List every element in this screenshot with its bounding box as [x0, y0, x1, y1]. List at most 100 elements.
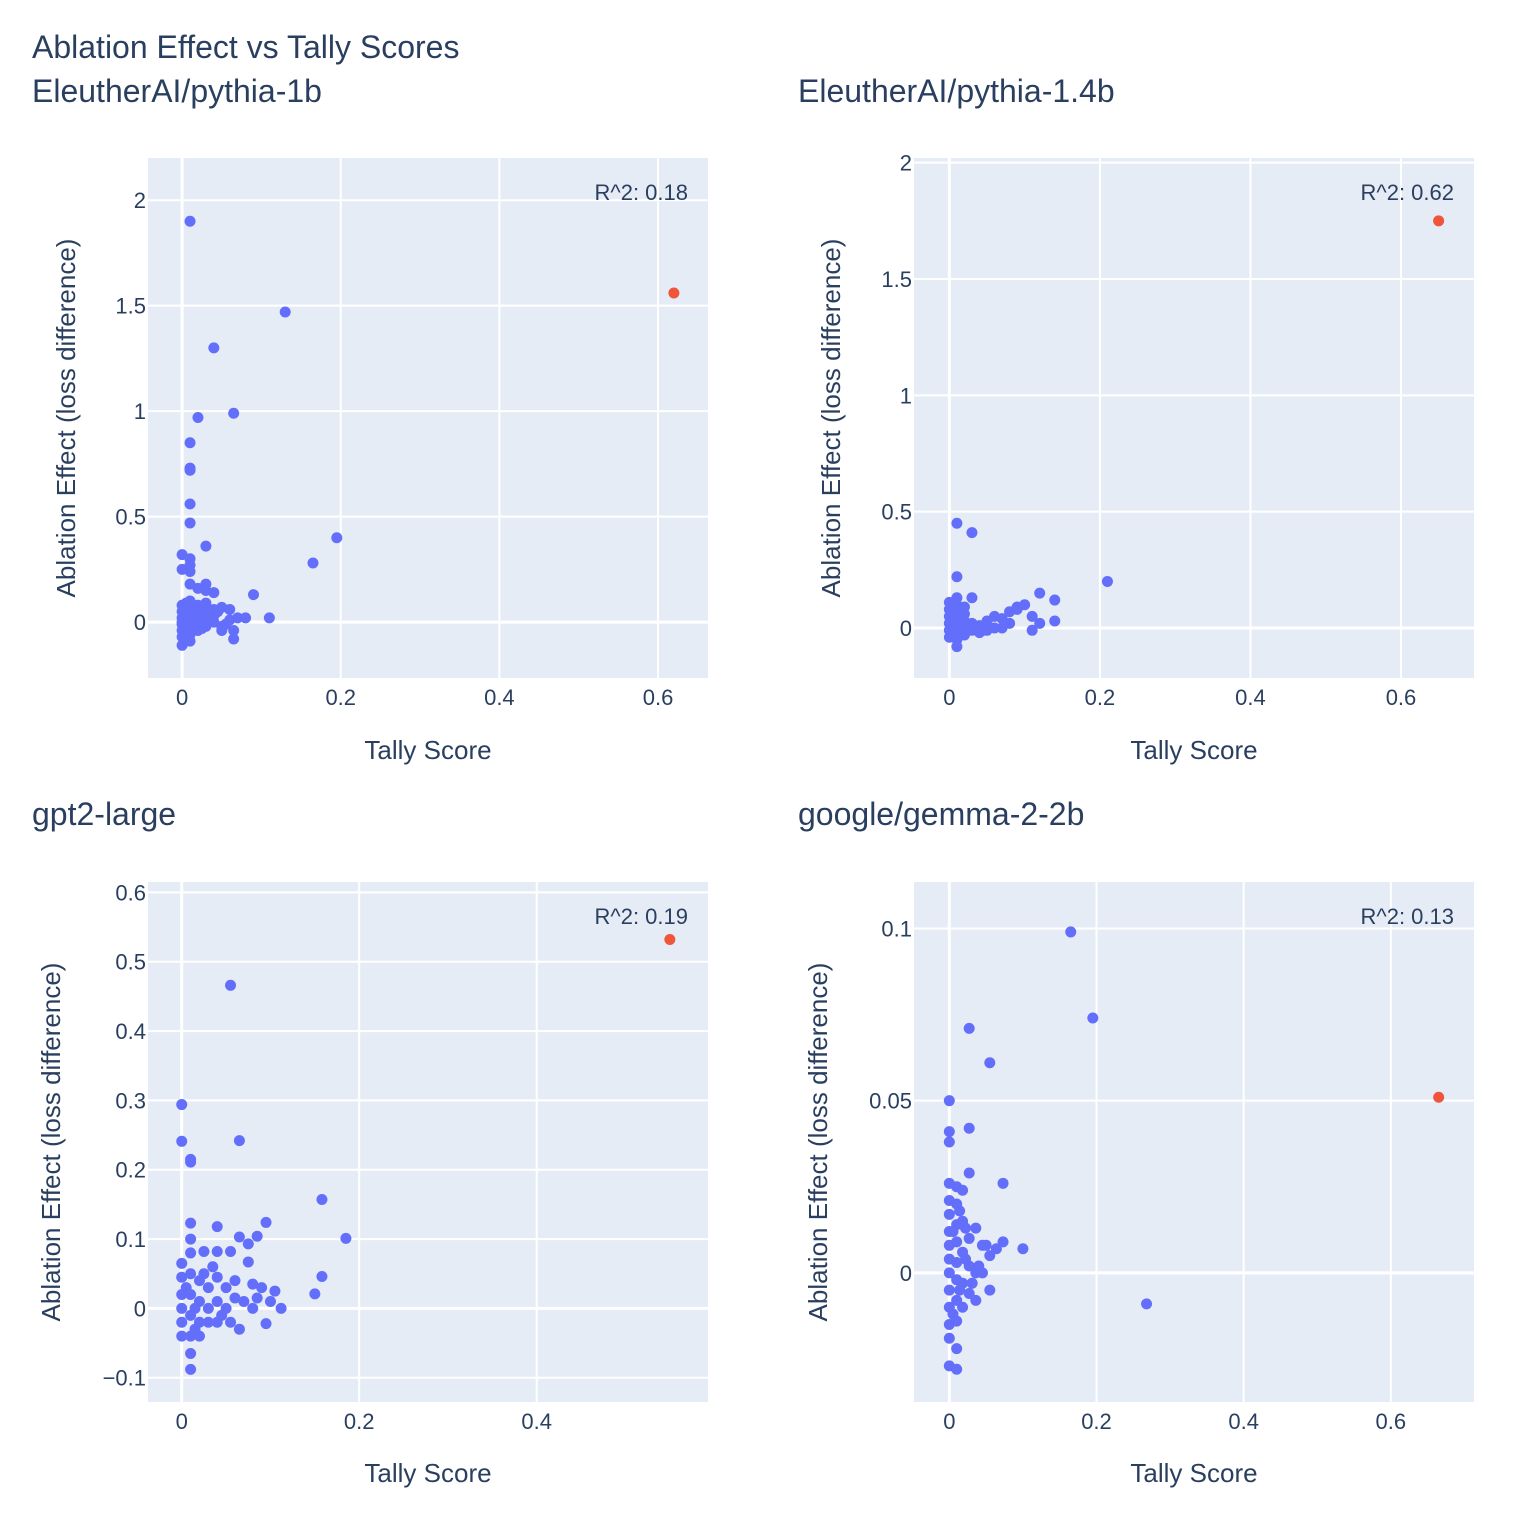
data-point[interactable]: [185, 1217, 197, 1229]
data-point[interactable]: [184, 635, 196, 647]
data-point[interactable]: [973, 1260, 985, 1272]
data-point[interactable]: [202, 1302, 214, 1314]
data-point[interactable]: [238, 1295, 250, 1307]
data-point[interactable]: [963, 1122, 975, 1134]
data-point[interactable]: [970, 1222, 982, 1234]
data-point[interactable]: [1101, 575, 1113, 587]
data-point[interactable]: [1026, 624, 1038, 636]
data-point[interactable]: [264, 1295, 276, 1307]
data-point[interactable]: [176, 1257, 188, 1269]
highlight-point[interactable]: [668, 287, 680, 299]
data-point[interactable]: [997, 1177, 1009, 1189]
data-point[interactable]: [189, 1302, 201, 1314]
data-point[interactable]: [943, 1284, 955, 1296]
data-point[interactable]: [202, 1282, 214, 1294]
data-point[interactable]: [188, 608, 200, 620]
data-point[interactable]: [1017, 1243, 1029, 1255]
data-point[interactable]: [951, 641, 963, 653]
data-point[interactable]: [247, 1302, 259, 1314]
data-point[interactable]: [963, 1022, 975, 1034]
data-point[interactable]: [216, 1309, 228, 1321]
data-point[interactable]: [225, 1246, 237, 1258]
data-point[interactable]: [198, 1246, 210, 1258]
data-point[interactable]: [185, 1363, 197, 1375]
data-point[interactable]: [984, 1250, 996, 1262]
data-point[interactable]: [198, 1268, 210, 1280]
data-point[interactable]: [184, 464, 196, 476]
data-point[interactable]: [307, 557, 319, 569]
data-point[interactable]: [176, 1316, 188, 1328]
data-point[interactable]: [180, 627, 192, 639]
data-point[interactable]: [951, 571, 963, 583]
data-point[interactable]: [185, 1156, 197, 1168]
highlight-point[interactable]: [664, 934, 676, 946]
data-point[interactable]: [269, 1285, 281, 1297]
data-point[interactable]: [251, 1230, 263, 1242]
data-point[interactable]: [943, 1267, 955, 1279]
data-point[interactable]: [966, 527, 978, 539]
data-point[interactable]: [980, 1239, 992, 1251]
data-point[interactable]: [229, 1292, 241, 1304]
data-point[interactable]: [211, 1221, 223, 1233]
data-point[interactable]: [279, 306, 291, 318]
data-point[interactable]: [951, 517, 963, 529]
data-point[interactable]: [185, 1233, 197, 1245]
data-point[interactable]: [943, 1126, 955, 1138]
data-point[interactable]: [220, 1282, 232, 1294]
data-point[interactable]: [957, 1301, 969, 1313]
data-point[interactable]: [263, 612, 275, 624]
data-point[interactable]: [240, 612, 252, 624]
data-point[interactable]: [189, 1323, 201, 1335]
data-point[interactable]: [984, 1284, 996, 1296]
data-point[interactable]: [176, 1302, 188, 1314]
data-point[interactable]: [208, 587, 220, 599]
data-point[interactable]: [184, 437, 196, 449]
data-point[interactable]: [202, 1316, 214, 1328]
data-point[interactable]: [207, 1261, 219, 1273]
data-point[interactable]: [225, 979, 237, 991]
data-point[interactable]: [184, 215, 196, 227]
data-point[interactable]: [960, 1222, 972, 1234]
data-point[interactable]: [192, 582, 204, 594]
data-point[interactable]: [180, 1282, 192, 1294]
data-point[interactable]: [984, 1057, 996, 1069]
data-point[interactable]: [954, 1284, 966, 1296]
data-point[interactable]: [340, 1232, 352, 1244]
data-point[interactable]: [233, 1135, 245, 1147]
data-point[interactable]: [943, 1136, 955, 1148]
data-point[interactable]: [242, 1256, 254, 1268]
data-point[interactable]: [211, 1271, 223, 1283]
data-point[interactable]: [225, 1316, 237, 1328]
data-point[interactable]: [229, 1275, 241, 1287]
data-point[interactable]: [951, 1257, 963, 1269]
data-point[interactable]: [966, 592, 978, 604]
data-point[interactable]: [951, 1363, 963, 1375]
data-point[interactable]: [963, 1167, 975, 1179]
data-point[interactable]: [188, 620, 200, 632]
data-point[interactable]: [997, 1236, 1009, 1248]
data-point[interactable]: [180, 597, 192, 609]
data-point[interactable]: [224, 603, 236, 615]
data-point[interactable]: [251, 1292, 263, 1304]
data-point[interactable]: [176, 1099, 188, 1111]
highlight-point[interactable]: [1433, 215, 1445, 227]
data-point[interactable]: [943, 1208, 955, 1220]
data-point[interactable]: [970, 1294, 982, 1306]
data-point[interactable]: [977, 624, 989, 636]
data-point[interactable]: [185, 1268, 197, 1280]
data-point[interactable]: [228, 625, 240, 637]
data-point[interactable]: [943, 1332, 955, 1344]
data-point[interactable]: [232, 612, 244, 624]
data-point[interactable]: [275, 1302, 287, 1314]
data-point[interactable]: [989, 622, 1001, 634]
data-point[interactable]: [954, 1205, 966, 1217]
data-point[interactable]: [212, 606, 224, 618]
data-point[interactable]: [955, 629, 967, 641]
data-point[interactable]: [185, 1347, 197, 1359]
data-point[interactable]: [260, 1216, 272, 1228]
highlight-point[interactable]: [1433, 1091, 1445, 1103]
data-point[interactable]: [1049, 615, 1061, 627]
data-point[interactable]: [1004, 617, 1016, 629]
data-point[interactable]: [200, 597, 212, 609]
data-point[interactable]: [211, 1246, 223, 1258]
